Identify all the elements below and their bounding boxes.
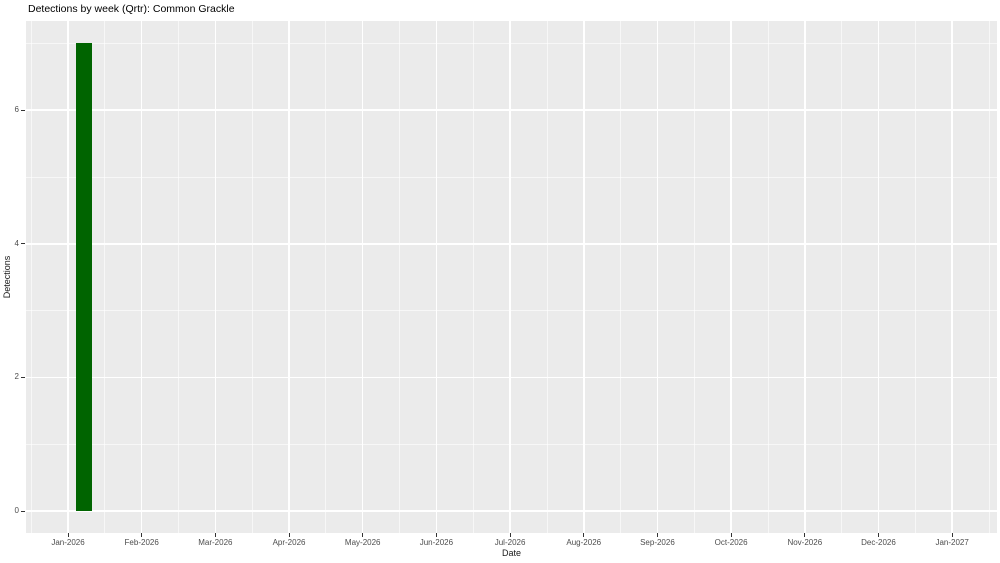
gridline-major-vertical — [435, 21, 438, 533]
x-tick-mark — [509, 533, 511, 537]
x-tick-mark — [288, 533, 290, 537]
gridline-minor-vertical — [546, 21, 548, 533]
x-tick-mark — [583, 533, 585, 537]
y-tick-label: 6 — [14, 105, 19, 115]
x-tick-mark — [951, 533, 953, 537]
x-tick-label: Jul-2026 — [494, 538, 526, 547]
x-tick-label: Mar-2026 — [198, 538, 233, 547]
gridline-major-vertical — [140, 21, 143, 533]
x-tick-mark — [362, 533, 364, 537]
gridline-major-vertical — [730, 21, 732, 533]
gridline-major-vertical — [214, 21, 217, 533]
gridline-minor-vertical — [104, 21, 106, 533]
gridline-major-vertical — [361, 21, 364, 533]
gridline-minor-horizontal — [26, 43, 997, 44]
gridline-major-vertical — [804, 21, 806, 533]
gridline-major-vertical — [509, 21, 511, 533]
gridline-minor-vertical — [325, 21, 327, 533]
gridline-minor-vertical — [251, 21, 253, 533]
gridline-minor-horizontal — [26, 443, 997, 445]
y-tick-label: 4 — [14, 238, 19, 248]
gridline-major-horizontal — [26, 243, 997, 245]
x-tick-label: Sep-2026 — [640, 538, 675, 547]
gridline-minor-vertical — [767, 21, 769, 533]
x-tick-label: Jan-2026 — [51, 538, 85, 547]
y-tick-mark — [21, 243, 25, 245]
gridline-major-vertical — [656, 21, 659, 533]
bar-common-grackle — [76, 43, 93, 511]
y-tick-mark — [21, 510, 25, 512]
gridline-major-vertical — [288, 21, 290, 533]
x-tick-mark — [67, 533, 69, 537]
gridline-major-vertical — [951, 21, 953, 533]
x-tick-mark — [804, 533, 806, 537]
x-tick-label: Nov-2026 — [787, 538, 823, 547]
x-tick-mark — [214, 533, 216, 537]
gridline-major-horizontal — [26, 376, 997, 379]
gridline-minor-vertical — [178, 21, 179, 533]
y-tick-mark — [21, 109, 25, 111]
gridline-minor-vertical — [693, 21, 695, 533]
gridline-minor-horizontal — [26, 176, 997, 178]
gridline-minor-vertical — [841, 21, 843, 533]
x-tick-label: Feb-2026 — [124, 538, 159, 547]
gridline-minor-vertical — [914, 21, 916, 533]
gridline-minor-vertical — [30, 21, 32, 533]
gridline-major-vertical — [877, 21, 880, 533]
gridline-major-horizontal — [26, 510, 997, 512]
x-tick-label: Aug-2026 — [566, 538, 602, 547]
y-tick-label: 2 — [14, 372, 19, 382]
plot-panel — [26, 21, 997, 533]
chart-title: Detections by week (Qrtr): Common Grackl… — [28, 3, 235, 15]
x-tick-mark — [656, 533, 658, 537]
gridline-minor-vertical — [399, 21, 401, 533]
gridline-minor-horizontal — [26, 310, 997, 312]
x-tick-label: Dec-2026 — [861, 538, 896, 547]
x-tick-label: Jun-2026 — [419, 538, 454, 547]
x-tick-mark — [877, 533, 879, 537]
x-tick-label: May-2026 — [344, 538, 381, 547]
gridline-minor-vertical — [988, 21, 990, 533]
gridline-major-vertical — [583, 21, 585, 533]
x-axis-title: Date — [501, 548, 521, 558]
gridline-major-vertical — [67, 21, 69, 533]
y-tick-mark — [21, 376, 25, 378]
gridline-major-horizontal — [26, 109, 997, 111]
x-tick-label: Oct-2026 — [714, 538, 748, 547]
gridline-minor-vertical — [472, 21, 474, 533]
x-tick-label: Apr-2026 — [272, 538, 306, 547]
x-tick-mark — [730, 533, 732, 537]
y-axis-title: Detections — [2, 255, 12, 299]
y-tick-label: 0 — [14, 506, 19, 515]
x-tick-mark — [141, 533, 143, 537]
x-tick-label: Jan-2027 — [935, 538, 969, 547]
gridline-minor-vertical — [620, 21, 622, 533]
x-tick-mark — [435, 533, 437, 537]
